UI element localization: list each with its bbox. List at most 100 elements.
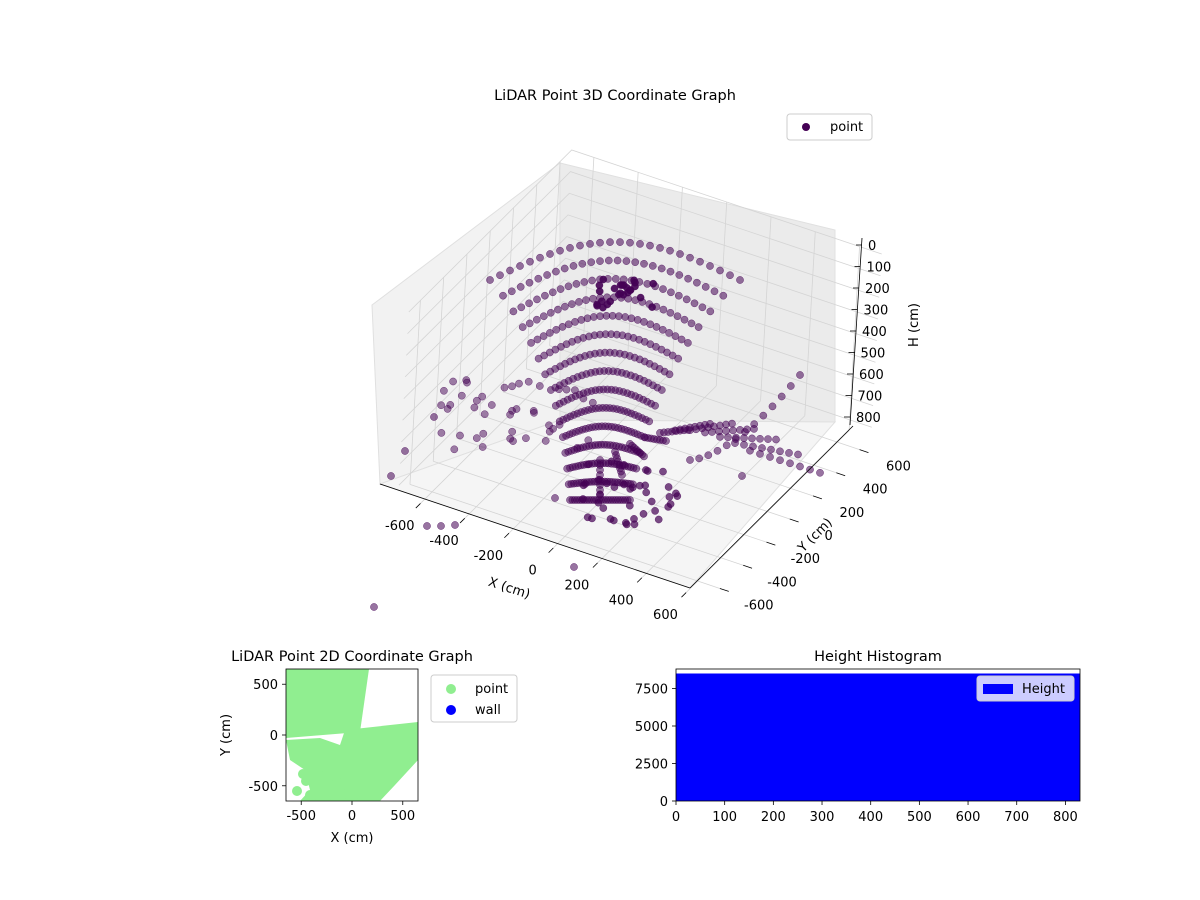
point-3d-379 [684, 339, 692, 347]
z-tick-label-3d-3: 300 [864, 304, 889, 319]
point-3d-566 [584, 460, 593, 469]
z-tick-label-3d-5: 500 [861, 347, 886, 362]
point-2d-8 [315, 792, 325, 801]
point-3d-554 [472, 396, 481, 405]
point-3d-123 [575, 298, 583, 306]
point-3d-229 [621, 313, 630, 321]
grid-back-x-0 [583, 157, 595, 342]
x-tick-label-hist-3: 300 [810, 810, 835, 825]
x-tick-label-hist-2: 200 [761, 810, 786, 825]
grid-left-y-5 [525, 184, 538, 369]
point-region-lower [286, 722, 418, 801]
x-tick-3d-0 [415, 503, 421, 509]
grid-floor-x-6 [685, 430, 850, 593]
point-3d-214 [615, 312, 623, 321]
x-axis-label-2d: X (cm) [331, 831, 374, 846]
x-tick-label-hist-0: 0 [672, 810, 680, 825]
y-tick-3d-2 [766, 541, 776, 546]
legend-3d: point [786, 113, 873, 141]
point-3d-541 [456, 431, 464, 440]
x-tick-label-2d-1: 0 [348, 809, 356, 824]
z-tick-label-3d-0: 0 [868, 239, 876, 254]
grid-back-x-4 [760, 216, 772, 401]
point-3d-317 [674, 291, 683, 300]
point-3d-597 [606, 515, 615, 523]
grid-floor-y-6 [549, 345, 860, 450]
point-3d-195 [616, 238, 624, 246]
point-3d-286 [666, 267, 675, 276]
point-3d-332 [682, 295, 691, 304]
point-3d-303 [659, 305, 668, 314]
point-3d-334 [665, 329, 673, 337]
point-3d-331 [693, 278, 701, 287]
point-3d-527 [479, 429, 488, 438]
point-3d-211 [622, 257, 631, 265]
point-3d-600 [610, 483, 619, 491]
point-3d-563 [647, 497, 656, 506]
point-3d-596 [599, 504, 608, 512]
point-3d-578 [654, 515, 663, 524]
point-3d-76 [543, 271, 551, 279]
point-3d-138 [582, 296, 590, 304]
point-3d-225 [636, 240, 644, 248]
x-tick-label-hist-4: 400 [858, 810, 883, 825]
grid-back-x-2 [671, 187, 683, 372]
legend-2d-wall-marker [446, 705, 456, 715]
point-3d-585 [626, 485, 635, 493]
point-3d-543 [440, 386, 448, 395]
point-3d-241 [640, 259, 648, 268]
point-3d-567 [594, 475, 603, 484]
point-3d-430 [722, 427, 730, 435]
y-axis-label-2d: Y (cm) [219, 714, 234, 757]
grid-floor-y-5 [526, 368, 837, 474]
point-3d-556 [462, 376, 471, 384]
point-3d-409 [724, 433, 732, 442]
grid-z-0 [408, 149, 882, 313]
x-tick-label-3d-6: 600 [653, 608, 678, 623]
chart-histogram: Height Histogram 0 100 200 300 400 500 600 700 8… [635, 649, 1081, 825]
z-tick-label-3d-8: 800 [856, 411, 881, 426]
point-3d-378 [694, 323, 703, 331]
point-3d-514 [618, 281, 626, 289]
x-tick-label-hist-1: 100 [712, 810, 737, 825]
point-3d-387 [632, 464, 641, 473]
point-3d-588 [622, 520, 631, 529]
point-2d-3 [322, 764, 332, 774]
point-3d-611 [430, 413, 438, 421]
point-3d-540 [530, 408, 538, 417]
point-3d-512 [593, 301, 601, 310]
y-tick-label-hist-3: 7500 [635, 683, 668, 698]
grid-left-y-2 [456, 254, 468, 439]
point-3d-106 [560, 264, 569, 273]
point-3d-584 [651, 507, 659, 515]
y-tick-3d-1 [743, 564, 753, 569]
point-3d-572 [588, 514, 596, 523]
point-3d-454 [776, 447, 784, 456]
point-3d-61 [534, 274, 543, 283]
x-tick-label-3d-3: 0 [528, 564, 536, 579]
z-tick-label-3d-4: 400 [862, 325, 887, 340]
point-3d-46 [525, 278, 534, 287]
point-3d-152 [588, 276, 596, 285]
grid-left-y-0 [409, 300, 421, 485]
point-3d-62 [541, 291, 549, 300]
point-3d-304 [652, 323, 661, 331]
point-3d-502 [648, 303, 656, 311]
point-3d-453 [756, 434, 764, 443]
point-3d-581 [620, 461, 628, 469]
point-3d-546 [472, 434, 481, 442]
legend-2d: point wall [430, 674, 518, 723]
grid-back-x-5 [804, 231, 816, 416]
point-3d-333 [673, 312, 682, 321]
legend-3d-marker [802, 123, 810, 131]
point-2d-4 [332, 773, 342, 783]
grid-z-3 [404, 214, 879, 378]
point-3d-505 [614, 290, 623, 299]
point-3d-545 [541, 437, 550, 445]
point-3d-210 [626, 238, 634, 247]
point-3d-595 [594, 498, 603, 507]
point-3d-478 [686, 456, 694, 464]
point-3d-107 [564, 282, 573, 291]
point-3d-16 [507, 287, 516, 296]
point-3d-90 [546, 250, 554, 258]
